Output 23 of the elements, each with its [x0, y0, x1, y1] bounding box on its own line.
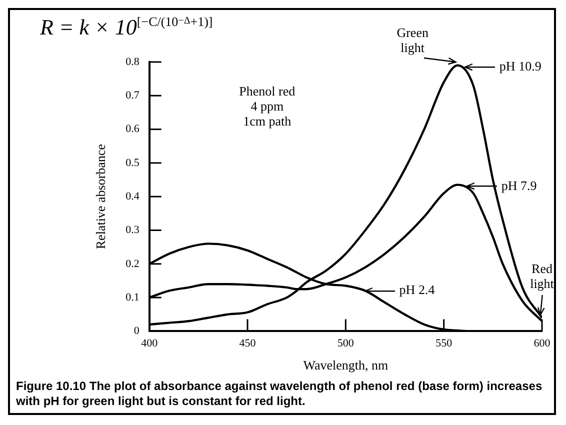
annotation: Green light	[396, 24, 429, 55]
y-tick-label: 0.6	[126, 123, 140, 136]
y-tick-label: 0.5	[126, 156, 140, 169]
x-tick-label: 500	[337, 338, 354, 350]
x-tick-label: 600	[534, 338, 551, 350]
x-tick-label: 400	[141, 338, 158, 350]
y-tick-label: 0	[134, 325, 140, 338]
annotation: Red light	[530, 261, 554, 292]
y-tick-label: 0.7	[126, 90, 140, 102]
y-axis-title: Relative absorbance	[93, 144, 108, 250]
y-tick-label: 0.2	[126, 258, 140, 270]
annotation: pH 2.4	[399, 282, 436, 298]
y-tick-label: 0.4	[126, 190, 140, 202]
y-tick-label: 0.3	[126, 224, 140, 236]
y-tick-label: 0.8	[126, 56, 140, 68]
annotation: pH 7.9	[501, 178, 537, 193]
x-tick-label: 450	[239, 338, 256, 350]
x-axis-title: Wavelength, nm	[303, 358, 388, 373]
annotation: Phenol red 4 ppm 1cm path	[239, 83, 296, 128]
y-tick-label: 0.1	[126, 291, 140, 304]
annotation: pH 10.9	[499, 58, 542, 74]
x-tick-label: 550	[436, 338, 453, 350]
caption: Figure 10.10 The plot of absorbance against wavelength of phenol red (base form) increases with pH for green light but is constant for red light.	[16, 379, 544, 409]
